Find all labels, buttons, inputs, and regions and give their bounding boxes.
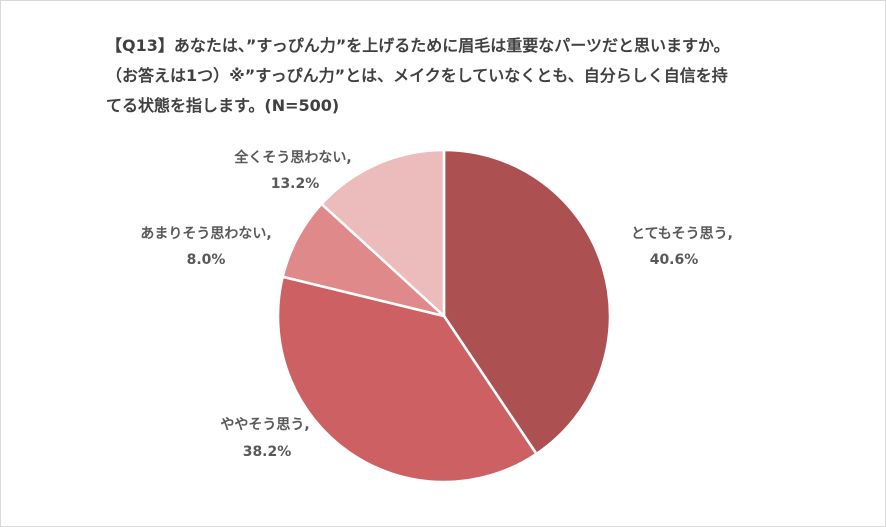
pie-labels: とてもそう思う, 40.6% ややそう思う, 38.2% あまりそう思わない, … [140, 149, 733, 460]
slice-value-mattaku: 13.2% [271, 176, 320, 192]
slice-value-amari: 8.0% [187, 252, 226, 268]
chart-title: 【Q13】あなたは、”すっぴん力”を上げるために眉毛は重要なパーツだと思いますか… [106, 31, 826, 121]
pie-slice-mattaku [320, 148, 446, 318]
pie-slice-totemo [442, 148, 612, 456]
slice-label-totemo: とてもそう思う, [631, 226, 733, 242]
title-line-3: てる状態を指します。(N=500) [106, 96, 340, 115]
slice-value-totemo: 40.6% [650, 252, 699, 268]
slice-value-yaya: 38.2% [243, 444, 292, 460]
slice-label-mattaku: 全くそう思わない, [233, 149, 351, 166]
slice-label-amari: あまりそう思わない, [140, 226, 271, 242]
pie-slices [276, 148, 612, 484]
title-line-2: （お答えは1つ）※”すっぴん力”とは、メイクをしていなくとも、自分らしく自信を持 [106, 66, 728, 85]
title-line-1: 【Q13】あなたは、”すっぴん力”を上げるために眉毛は重要なパーツだと思いますか… [106, 36, 730, 55]
slice-label-yaya: ややそう思う, [220, 417, 309, 433]
pie-slice-yaya [276, 275, 538, 484]
